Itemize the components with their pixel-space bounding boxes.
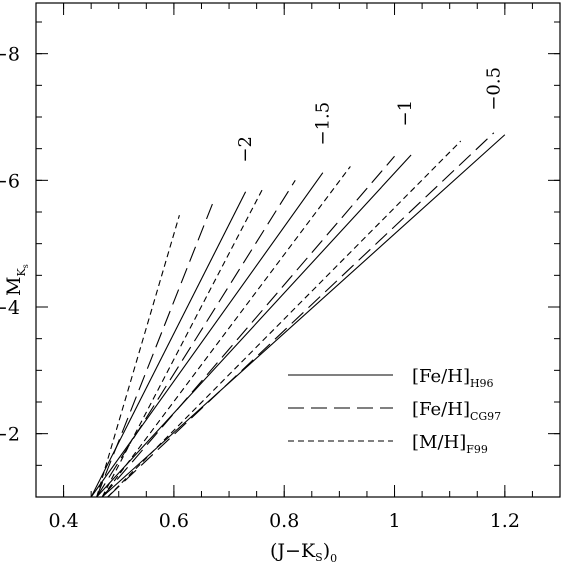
legend-label-sub: CG97 <box>470 410 501 423</box>
y-tick-label: −4 <box>0 297 20 319</box>
metallicity-label: −1 <box>395 100 416 127</box>
series-line-long-dash <box>96 180 296 498</box>
x-tick-label: 0.8 <box>269 510 299 532</box>
y-tick-label: −8 <box>0 44 20 66</box>
series-line-solid <box>90 172 324 498</box>
x-tick-label: 1.2 <box>490 510 520 532</box>
series-line-short-dash <box>107 140 462 498</box>
series-line-short-dash <box>101 189 263 498</box>
legend: [Fe/H]H96[Fe/H]CG97[M/H]F99 <box>288 366 501 456</box>
legend-label-sub: F99 <box>466 443 488 456</box>
legend-label-main: [Fe/H] <box>412 366 470 387</box>
series-line-long-dash <box>101 155 395 498</box>
y-axis-label: MKs <box>3 264 30 296</box>
legend-label-main: [Fe/H] <box>412 399 470 420</box>
series-line-long-dash <box>96 203 214 498</box>
x-tick-label: 1 <box>388 510 400 532</box>
annotations: −2 −1.5 −1 −0.5 <box>235 67 504 163</box>
y-tick-label: −6 <box>0 170 20 192</box>
metallicity-label: −0.5 <box>483 67 504 111</box>
series-line-short-dash <box>101 166 351 498</box>
series-line-long-dash <box>107 132 495 498</box>
series-line-solid <box>101 134 506 498</box>
x-tick-label: 0.4 <box>48 510 78 532</box>
metallicity-label: −1.5 <box>312 102 333 146</box>
plot-frame <box>35 2 561 498</box>
y-tick-label: −2 <box>0 424 20 446</box>
legend-label: [Fe/H]H96 <box>412 366 494 390</box>
series-line-solid <box>96 154 412 498</box>
x-axis-label: (J−KS)0 <box>270 540 337 563</box>
ticks <box>35 3 561 498</box>
series-lines <box>90 132 506 498</box>
legend-label-main: [M/H] <box>412 432 466 453</box>
legend-label: [Fe/H]CG97 <box>412 399 501 423</box>
legend-label-sub: H96 <box>470 377 494 390</box>
metallicity-label: −2 <box>235 136 256 163</box>
legend-label: [M/H]F99 <box>412 432 488 456</box>
series-line-short-dash <box>96 215 180 498</box>
tick-labels: 0.4 0.6 0.8 1 1.2 −2 −4 −6 −8 <box>0 44 520 532</box>
x-tick-label: 0.6 <box>159 510 189 532</box>
